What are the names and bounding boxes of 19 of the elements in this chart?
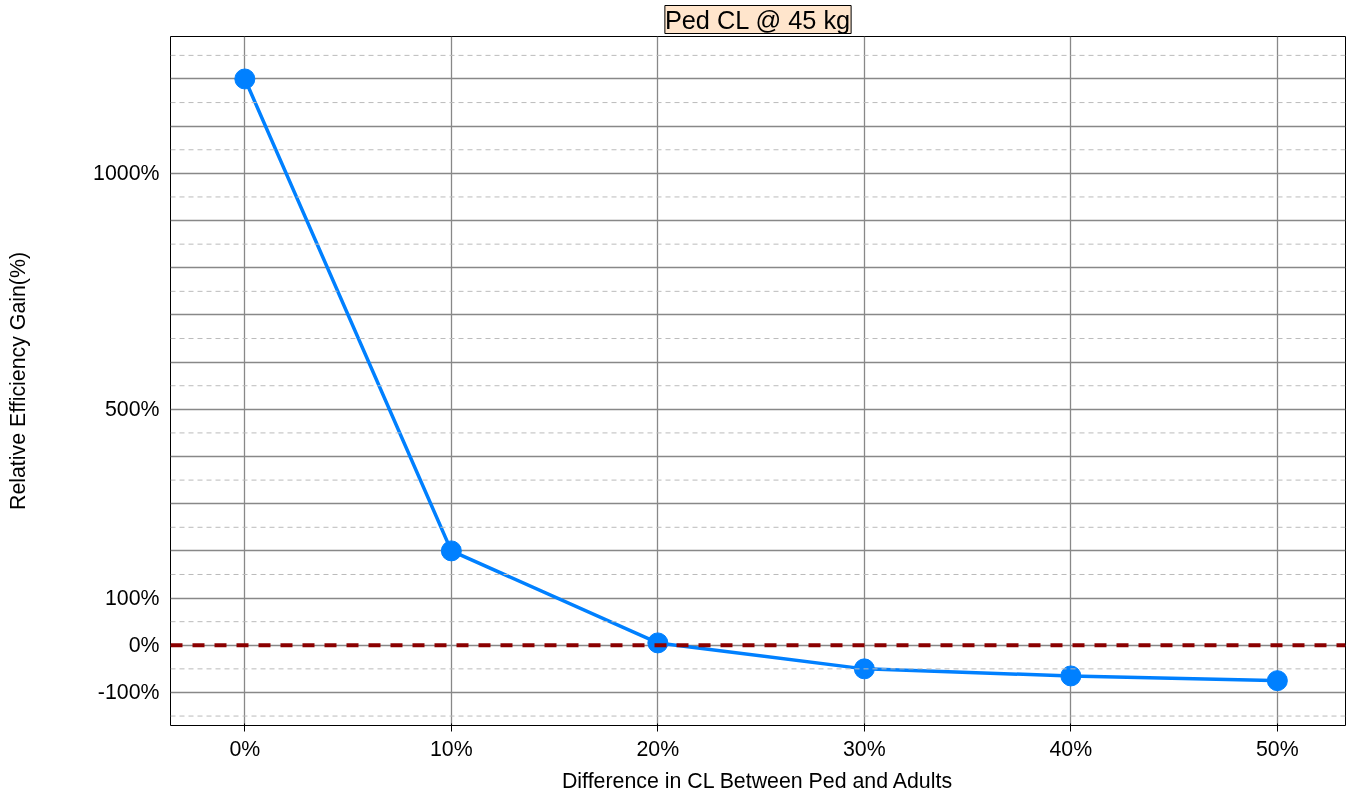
x-tick-label: 30% [843, 736, 886, 761]
x-tick-label: 0% [229, 736, 261, 761]
point [440, 540, 462, 562]
x-axis-title: Difference in CL Between Ped and Adults [561, 768, 953, 793]
x-tick-label: 20% [636, 736, 680, 761]
point [1266, 670, 1288, 692]
point [234, 68, 256, 90]
y-tick-label: 1000% [93, 161, 160, 186]
y-tick-label: -100% [97, 680, 160, 705]
point [1060, 665, 1082, 687]
y-tick-label: 500% [104, 397, 160, 422]
x-tick-label: 50% [1256, 736, 1299, 761]
x-tick-label: 40% [1049, 736, 1093, 761]
x-tick-label: 10% [430, 736, 473, 761]
y-tick-label: 100% [104, 586, 160, 611]
chart-title: Ped CL @ 45 kg [664, 5, 851, 34]
point [853, 658, 875, 680]
y-tick-label: 0% [128, 633, 160, 658]
y-axis-title: Relative Efficiency Gain(%) [6, 251, 31, 511]
